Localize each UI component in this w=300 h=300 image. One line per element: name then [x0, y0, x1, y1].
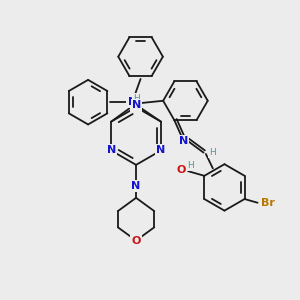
Text: Br: Br — [261, 198, 275, 208]
Text: N: N — [179, 136, 188, 146]
Text: O: O — [177, 165, 186, 175]
Text: H: H — [188, 160, 194, 169]
Text: N: N — [156, 146, 166, 155]
Text: N: N — [132, 100, 141, 110]
Text: H: H — [209, 148, 216, 157]
Text: N: N — [131, 102, 141, 112]
Text: N: N — [128, 97, 137, 107]
Text: O: O — [131, 236, 141, 246]
Text: H: H — [133, 94, 140, 103]
Text: N: N — [106, 146, 116, 155]
Text: N: N — [131, 181, 141, 191]
